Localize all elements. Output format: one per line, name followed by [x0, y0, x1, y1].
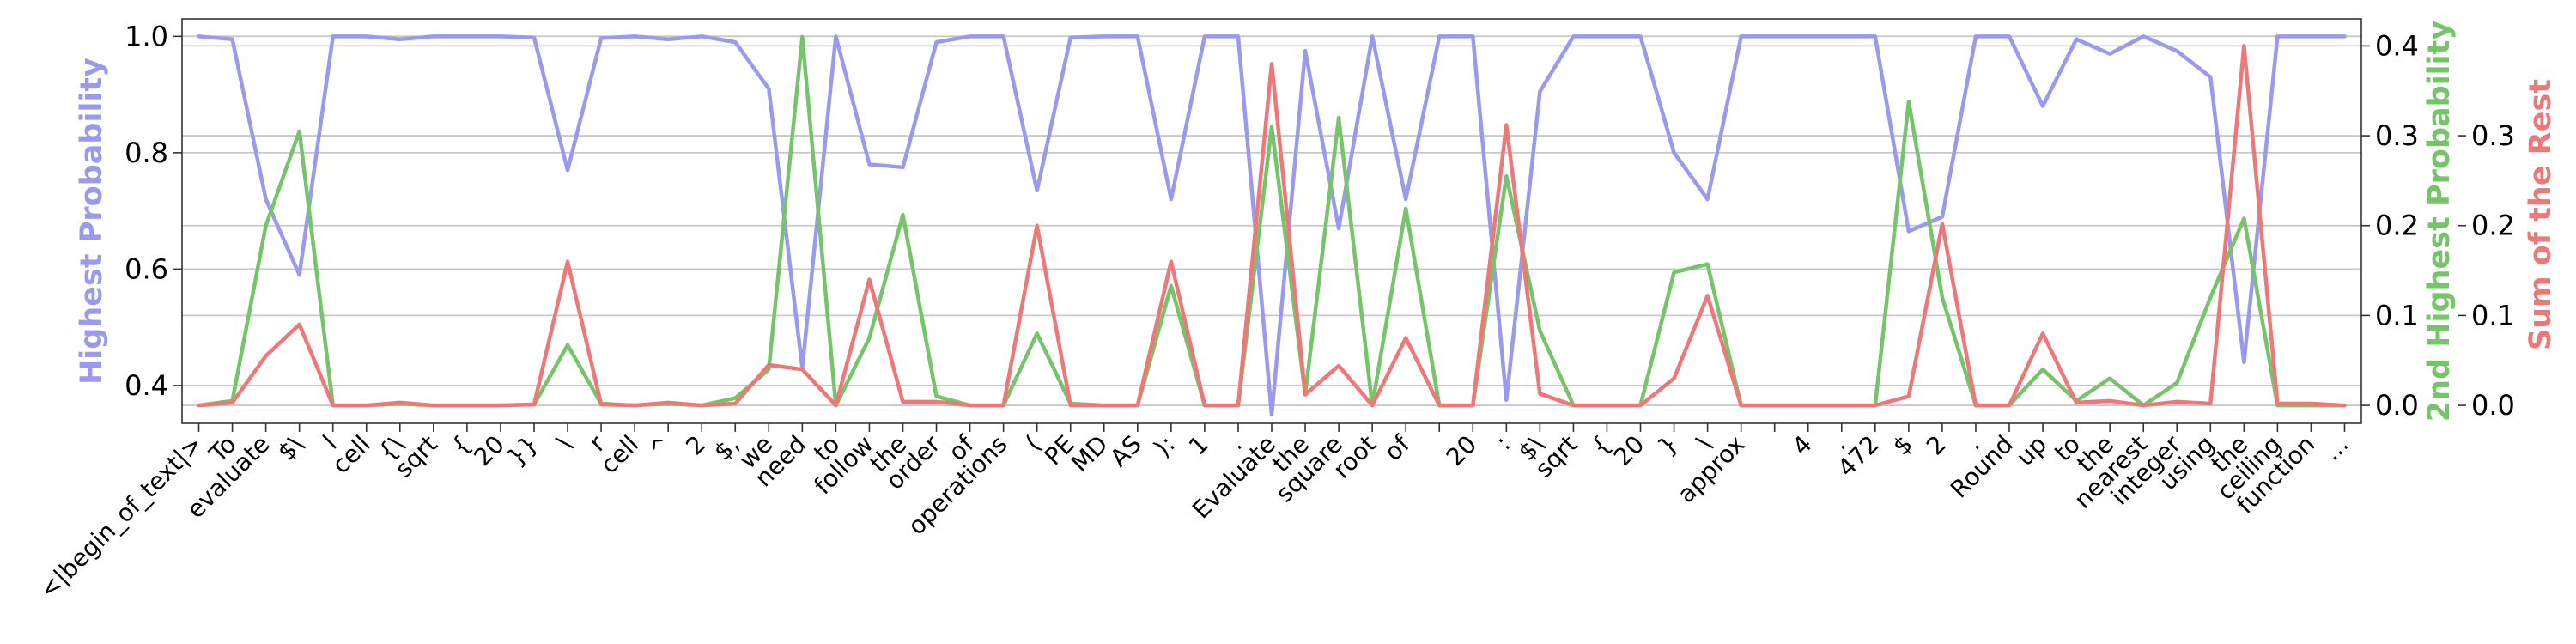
- left-tick-label-3: 1.0: [125, 20, 168, 52]
- left-axis-title: Highest Probability: [75, 58, 109, 385]
- right1-tick-label-1: 0.1: [2375, 299, 2419, 331]
- series-layer: [197, 34, 2347, 417]
- right1-tick-label-3: 0.3: [2375, 119, 2419, 152]
- left-tick-label-1: 0.6: [125, 252, 168, 285]
- right2-tick-label-3: 0.3: [2471, 119, 2515, 152]
- right1-tick-label-2: 0.2: [2375, 210, 2419, 242]
- right1-tick-label-0: 0.0: [2375, 389, 2419, 422]
- right2-tick-label-1: 0.1: [2471, 299, 2515, 331]
- right1-tick-label-4: 0.4: [2375, 29, 2419, 62]
- right2-tick-label-2: 0.2: [2471, 210, 2515, 242]
- series-line-0: [197, 34, 2347, 417]
- right2-tick-label-0: 0.0: [2471, 389, 2515, 422]
- right2-axis-title: Sum of the Rest: [2524, 79, 2558, 350]
- left-tick-label-2: 0.8: [125, 137, 168, 169]
- left-tick-label-0: 0.4: [125, 369, 168, 402]
- series-line-2: [197, 44, 2347, 408]
- label-layer: Highest Probability 2nd Highest Probabili…: [75, 21, 2558, 422]
- right1-axis-title: 2nd Highest Probability: [2422, 21, 2457, 422]
